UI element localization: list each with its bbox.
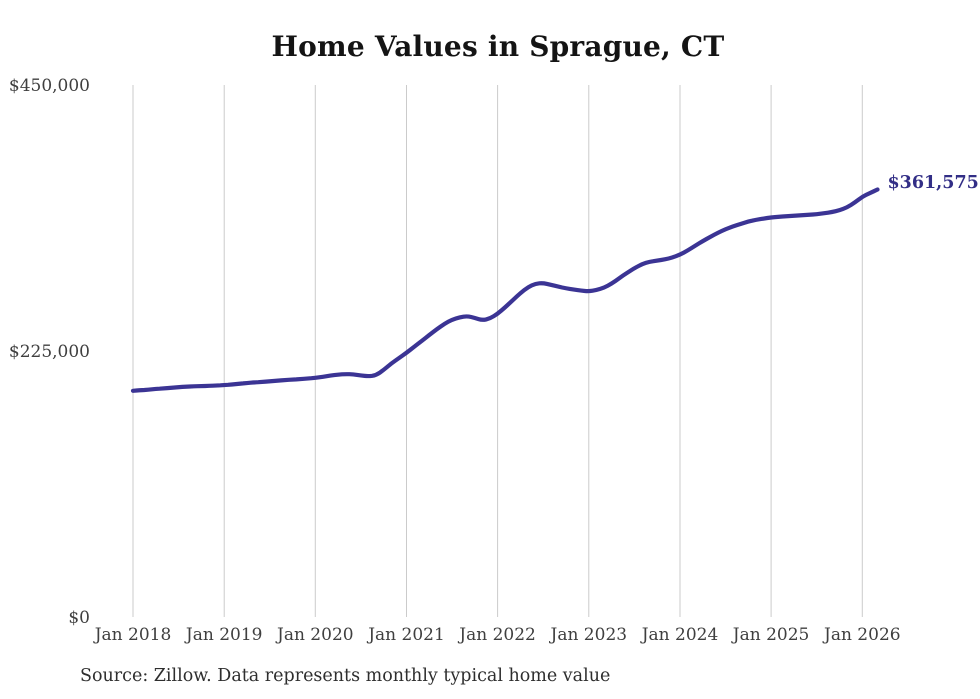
x-tick-label: Jan 2020 bbox=[277, 625, 354, 645]
y-tick-label: $225,000 bbox=[8, 342, 90, 362]
x-tick-label: Jan 2019 bbox=[185, 625, 263, 645]
chart-title: Home Values in Sprague, CT bbox=[271, 30, 725, 63]
x-tick-label: Jan 2024 bbox=[641, 625, 719, 645]
final-value-label: $361,575 bbox=[887, 172, 979, 193]
y-tick-label: $450,000 bbox=[8, 76, 90, 96]
vertical-gridlines bbox=[132, 85, 863, 617]
x-tick-label: Jan 2018 bbox=[94, 625, 172, 645]
x-tick-label: Jan 2023 bbox=[550, 625, 628, 645]
home-value-line bbox=[130, 187, 880, 393]
x-tick-label: Jan 2021 bbox=[368, 625, 445, 645]
y-tick-label: $0 bbox=[68, 608, 90, 628]
x-tick-label: Jan 2022 bbox=[459, 625, 536, 645]
x-tick-label: Jan 2026 bbox=[824, 625, 901, 645]
x-tick-label: Jan 2025 bbox=[732, 625, 810, 645]
source-note: Source: Zillow. Data represents monthly … bbox=[80, 666, 611, 686]
